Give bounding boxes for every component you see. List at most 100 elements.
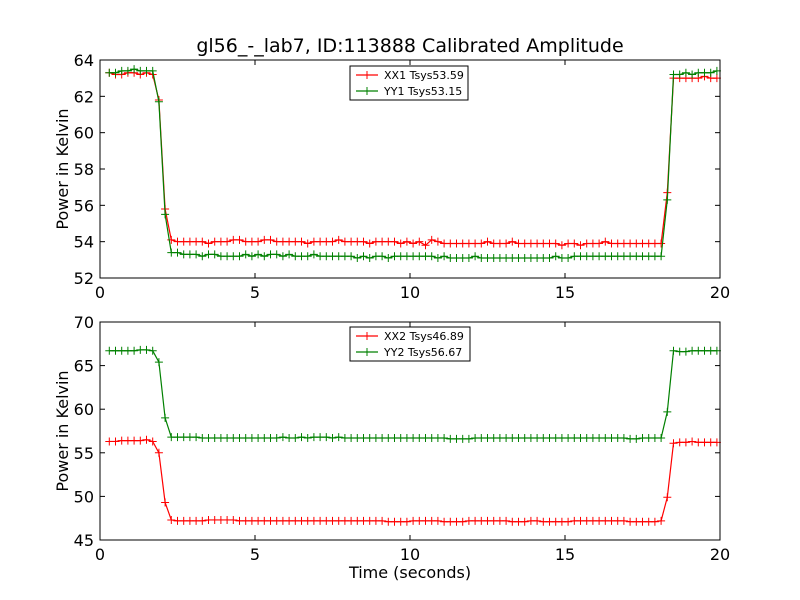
data-point [359,252,368,261]
data-point [551,239,560,248]
y-tick-label: 50 [74,487,94,506]
data-point [148,437,157,446]
data-point [421,241,430,250]
y-tick-label: 60 [74,124,94,143]
data-point [663,407,672,416]
legend-marker [363,348,371,356]
legend-box [349,65,469,101]
chart-title: gl56_-_lab7, ID:113888 Calibrated Amplit… [196,35,623,57]
data-point [433,516,442,525]
chart-panel-1: 0 5 10 15 20 52 54 56 58 60 62 64 gl56_-_lab7, ID:11… [53,35,730,302]
data-point [148,66,157,75]
legend-entry: XX1 Tsys53.59 [384,69,464,82]
data-point [390,237,399,246]
data-point [663,195,672,204]
data-point [440,252,449,261]
x-tick-label: 5 [250,545,260,564]
legend-marker [363,332,371,340]
data-point [464,434,473,443]
data-point [384,254,393,263]
y-axis-label: Power in Kelvin [53,108,72,229]
data-point [681,68,690,77]
x-tick-label: 20 [710,545,730,564]
data-point [706,68,715,77]
data-point [111,68,120,77]
data-point [254,250,263,259]
y-tick-label: 54 [74,233,94,252]
data-point [520,517,529,526]
series-2-2 [105,345,721,443]
legend-entry: YY2 Tsys56.67 [383,346,462,359]
data-point [557,241,566,250]
data-point [464,254,473,263]
data-point [291,433,300,442]
y-tick-label: 52 [74,269,94,288]
data-point [576,241,585,250]
x-tick-label: 0 [95,283,105,302]
data-point [111,437,120,446]
data-point [471,252,480,261]
data-point [198,252,207,261]
y-tick-label: 56 [74,196,94,215]
data-point [402,237,411,246]
series-2-1 [105,435,721,526]
y-tick-label: 58 [74,160,94,179]
data-point [458,517,467,526]
data-point [440,433,449,442]
data-point [198,237,207,246]
data-point [545,254,554,263]
data-point [297,433,306,442]
data-point [502,516,511,525]
data-point [154,97,163,106]
data-point [483,237,492,246]
data-point [433,254,442,263]
data-point [409,239,418,248]
data-point [402,517,411,526]
data-point [347,252,356,261]
x-tick-label: 20 [710,283,730,302]
data-point [123,66,132,75]
chart-panel-2: 0 5 10 15 20 45 50 55 60 65 70 Power in Kelvin Time … [53,313,730,582]
y-tick-label: 65 [74,357,94,376]
data-point [657,252,666,261]
legend-marker [363,71,371,79]
x-axis-label: Time (seconds) [348,563,471,582]
series-1-2 [105,65,721,263]
data-point [533,516,542,525]
data-point [278,252,287,261]
data-point [223,237,232,246]
data-point [192,433,201,442]
data-point [154,358,163,367]
data-point [167,515,176,524]
data-point [681,347,690,356]
data-point [204,239,213,248]
data-point [353,254,362,263]
data-point [266,235,275,244]
data-point [564,254,573,263]
y-tick-label: 64 [74,51,94,70]
data-point [669,439,678,448]
data-point [334,433,343,442]
data-point [136,436,145,445]
data-point [235,235,244,244]
data-point [632,434,641,443]
data-point [229,515,238,524]
data-point [657,433,666,442]
y-tick-label: 60 [74,400,94,419]
legend-marker [363,87,371,95]
legend-box [349,326,471,362]
data-point [657,239,666,248]
data-point [210,250,219,259]
legend: XX1 Tsys53.59 YY1 Tsys53.15 [349,65,469,101]
data-point [427,235,436,244]
data-point [688,437,697,446]
data-point [297,237,306,246]
data-point [272,433,281,442]
x-tick-label: 5 [250,283,260,302]
x-tick-label: 15 [555,545,575,564]
data-point [601,237,610,246]
data-point [285,250,294,259]
legend-entry: XX2 Tsys46.89 [384,330,464,343]
data-point [142,345,151,354]
